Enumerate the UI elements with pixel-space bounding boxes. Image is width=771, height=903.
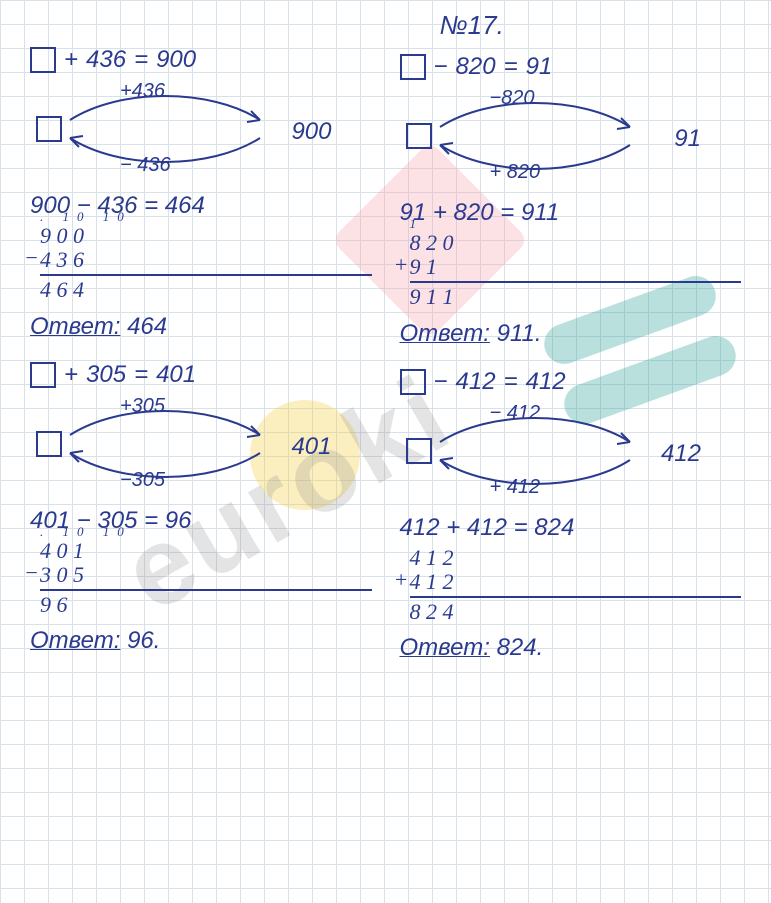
page: + 436 = 900 +436 900 − 436 900 − 436 = 4…: [0, 0, 771, 903]
equation-l1: + 436 = 900: [30, 46, 372, 74]
arrow-diagram-r2: − 412 412 + 412: [400, 402, 742, 502]
rhs: 900: [156, 46, 196, 74]
answer-value: 96.: [127, 627, 160, 654]
unknown-box: [406, 123, 432, 149]
diagram-result: 401: [291, 433, 331, 461]
left-column: + 436 = 900 +436 900 − 436 900 − 436 = 4…: [0, 0, 390, 903]
equals: =: [134, 46, 148, 74]
answer-r1: Ответ: 911.: [400, 320, 742, 348]
right-column: №17. − 820 = 91 −820 91 + 820 91 + 820 =…: [390, 0, 771, 903]
col-rule: [410, 281, 742, 283]
carry-row: . 10 10: [40, 525, 132, 539]
col-rule: [410, 596, 742, 598]
col-result: 9 1 1: [410, 285, 742, 309]
column-work-l1: . 10 10 − 9 0 0 4 3 6 4 6 4: [40, 224, 372, 303]
unknown-box: [36, 116, 62, 142]
answer-label: Ответ:: [400, 320, 490, 347]
equals: =: [504, 368, 518, 396]
unknown-box: [36, 431, 62, 457]
arrow-bottom-label: − 436: [120, 154, 171, 177]
known: 436: [86, 46, 126, 74]
spacer: [30, 10, 372, 40]
col-rule: [40, 589, 372, 591]
carry-row: . 10 10: [40, 210, 132, 224]
answer-value: 824.: [497, 634, 544, 661]
arrow-bottom-label: + 412: [490, 476, 541, 499]
col-rule: [40, 274, 372, 276]
equals: =: [504, 53, 518, 81]
calc-line-r2: 412 + 412 = 824: [400, 514, 742, 542]
col-result: 4 6 4: [40, 278, 372, 302]
column-work-r2: + 4 1 2 4 1 2 8 2 4: [410, 546, 742, 625]
col-top: 9 0 0: [40, 224, 372, 248]
rhs: 412: [526, 368, 566, 396]
arrow-bottom-label: −305: [120, 469, 165, 492]
diagram-result: 412: [661, 440, 701, 468]
arrow-diagram-r1: −820 91 + 820: [400, 87, 742, 187]
equation-r1: − 820 = 91: [400, 53, 742, 81]
arrows-icon: [60, 395, 280, 495]
answer-l1: Ответ: 464: [30, 313, 372, 341]
diagram-result: 900: [291, 118, 331, 146]
col-bottom: 3 0 5: [40, 563, 372, 587]
op: −: [434, 53, 448, 81]
column-sign: −: [24, 561, 39, 585]
col-bottom: 9 1: [410, 255, 742, 279]
column-sign: +: [394, 253, 409, 277]
known: 305: [86, 361, 126, 389]
unknown-box: [400, 54, 426, 80]
equation-l2: + 305 = 401: [30, 361, 372, 389]
column-work-r1: 1 + 8 2 0 9 1 9 1 1: [410, 231, 742, 310]
answer-value: 911.: [497, 320, 542, 347]
op: +: [64, 361, 78, 389]
unknown-box: [30, 362, 56, 388]
op: −: [434, 368, 448, 396]
known: 820: [456, 53, 496, 81]
column-sign: −: [24, 246, 39, 270]
unknown-box: [406, 438, 432, 464]
known: 412: [456, 368, 496, 396]
answer-label: Ответ:: [400, 634, 490, 661]
arrow-bottom-label: + 820: [490, 161, 541, 184]
answer-l2: Ответ: 96.: [30, 627, 372, 655]
unknown-box: [400, 369, 426, 395]
answer-label: Ответ:: [30, 313, 120, 340]
equation-r2: − 412 = 412: [400, 368, 742, 396]
answer-r2: Ответ: 824.: [400, 634, 742, 662]
col-top: 4 0 1: [40, 539, 372, 563]
column-sign: +: [394, 568, 409, 592]
rhs: 401: [156, 361, 196, 389]
arrow-diagram-l1: +436 900 − 436: [30, 80, 372, 180]
answer-value: 464: [127, 313, 167, 340]
op: +: [64, 46, 78, 74]
carry-row: 1: [410, 217, 425, 231]
equals: =: [134, 361, 148, 389]
calc-line-r1: 91 + 820 = 911: [400, 199, 742, 227]
col-result: 8 2 4: [410, 600, 742, 624]
col-top: 4 1 2: [410, 546, 742, 570]
col-top: 8 2 0: [410, 231, 742, 255]
problem-number: №17.: [440, 10, 742, 41]
rhs: 91: [526, 53, 553, 81]
col-result: 9 6: [40, 593, 372, 617]
diagram-result: 91: [674, 125, 701, 153]
col-bottom: 4 1 2: [410, 570, 742, 594]
arrow-diagram-l2: +305 401 −305: [30, 395, 372, 495]
col-bottom: 4 3 6: [40, 248, 372, 272]
answer-label: Ответ:: [30, 627, 120, 654]
unknown-box: [30, 47, 56, 73]
column-work-l2: . 10 10 − 4 0 1 3 0 5 9 6: [40, 539, 372, 618]
